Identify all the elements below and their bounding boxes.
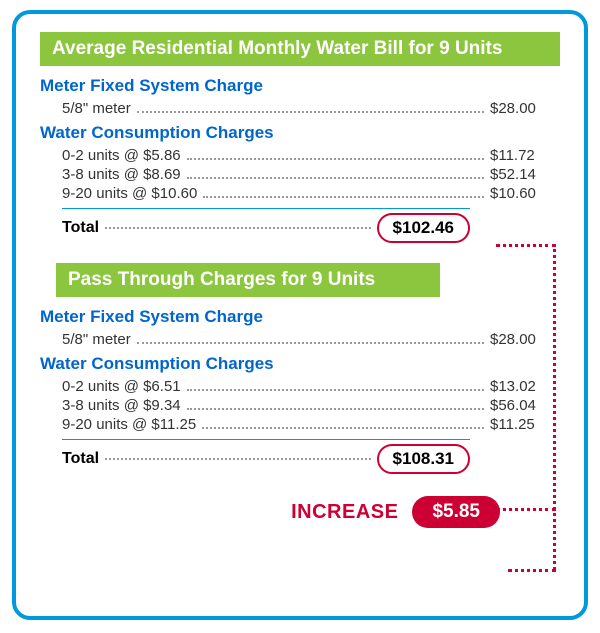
section2-consumption-head: Water Consumption Charges bbox=[40, 354, 560, 374]
line-amount: $11.72 bbox=[490, 147, 560, 164]
leader-dots bbox=[203, 196, 484, 198]
leader-dots bbox=[187, 177, 484, 179]
total-label: Total bbox=[62, 450, 99, 468]
total-label: Total bbox=[62, 219, 99, 237]
line-label: 5/8" meter bbox=[62, 331, 131, 348]
leader-dots bbox=[137, 111, 484, 113]
leader-dots bbox=[137, 342, 484, 344]
increase-row: INCREASE $5.85 bbox=[40, 496, 500, 528]
leader-dots bbox=[202, 427, 484, 429]
line-item: 5/8" meter $28.00 bbox=[62, 100, 560, 117]
line-label: 3-8 units @ $8.69 bbox=[62, 166, 181, 183]
leader-dots bbox=[105, 458, 371, 460]
connector-vertical bbox=[553, 244, 556, 570]
section1-consumption-head: Water Consumption Charges bbox=[40, 123, 560, 143]
line-label: 9-20 units @ $11.25 bbox=[62, 416, 196, 433]
line-amount: $11.25 bbox=[490, 416, 560, 433]
section1-total-pill: $102.46 bbox=[377, 213, 470, 243]
line-item: 9-20 units @ $10.60 $10.60 bbox=[62, 185, 560, 202]
section2-total-pill: $108.31 bbox=[377, 444, 470, 474]
line-item: 9-20 units @ $11.25 $11.25 bbox=[62, 416, 560, 433]
connector-bot-h bbox=[508, 569, 556, 572]
line-label: 9-20 units @ $10.60 bbox=[62, 185, 197, 202]
increase-label: INCREASE bbox=[291, 501, 398, 524]
leader-dots bbox=[187, 408, 484, 410]
line-label: 3-8 units @ $9.34 bbox=[62, 397, 181, 414]
connector-top-h bbox=[496, 244, 556, 247]
line-amount: $28.00 bbox=[490, 100, 560, 117]
line-label: 0-2 units @ $6.51 bbox=[62, 378, 181, 395]
line-amount: $52.14 bbox=[490, 166, 560, 183]
bill-comparison-card: Average Residential Monthly Water Bill f… bbox=[12, 10, 588, 620]
line-amount: $28.00 bbox=[490, 331, 560, 348]
section1-meter-head: Meter Fixed System Charge bbox=[40, 76, 560, 96]
leader-dots bbox=[105, 227, 371, 229]
section1-banner: Average Residential Monthly Water Bill f… bbox=[40, 32, 560, 66]
line-item: 0-2 units @ $6.51 $13.02 bbox=[62, 378, 560, 395]
section2-total-row: Total $108.31 bbox=[62, 444, 470, 474]
line-amount: $10.60 bbox=[490, 185, 560, 202]
line-label: 5/8" meter bbox=[62, 100, 131, 117]
leader-dots bbox=[187, 158, 484, 160]
connector-mid-h bbox=[496, 508, 556, 511]
line-item: 0-2 units @ $5.86 $11.72 bbox=[62, 147, 560, 164]
increase-pill: $5.85 bbox=[412, 496, 500, 528]
section2-banner: Pass Through Charges for 9 Units bbox=[56, 263, 440, 297]
line-item: 3-8 units @ $8.69 $52.14 bbox=[62, 166, 560, 183]
section1-total-row: Total $102.46 bbox=[62, 213, 470, 243]
line-item: 3-8 units @ $9.34 $56.04 bbox=[62, 397, 560, 414]
line-amount: $56.04 bbox=[490, 397, 560, 414]
line-item: 5/8" meter $28.00 bbox=[62, 331, 560, 348]
section2-meter-head: Meter Fixed System Charge bbox=[40, 307, 560, 327]
subtotal-divider bbox=[62, 439, 470, 440]
leader-dots bbox=[187, 389, 484, 391]
line-label: 0-2 units @ $5.86 bbox=[62, 147, 181, 164]
line-amount: $13.02 bbox=[490, 378, 560, 395]
subtotal-divider bbox=[62, 208, 470, 209]
